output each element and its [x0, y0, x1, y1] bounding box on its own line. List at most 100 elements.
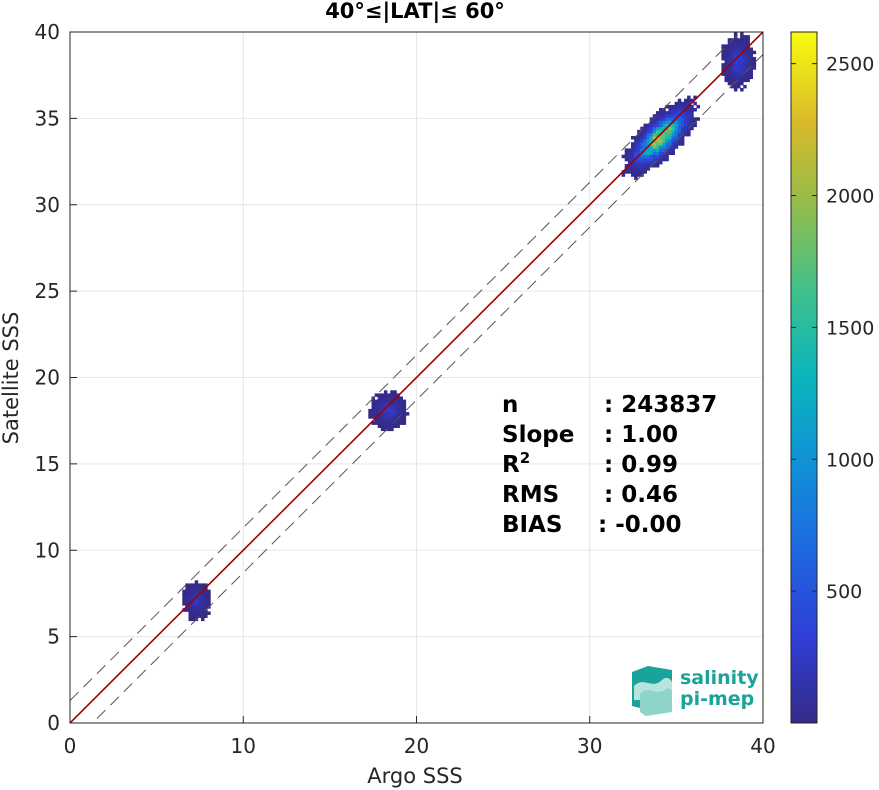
- density-cell: [380, 424, 385, 428]
- density-cell: [743, 78, 747, 83]
- density-cell: [730, 66, 735, 70]
- density-cell: [393, 393, 397, 397]
- density-cell: [668, 126, 672, 131]
- density-cell: [659, 108, 663, 112]
- density-cell: [662, 142, 666, 146]
- density-cell: [740, 38, 744, 42]
- colorbar-ticks: 500 1000 1500 2000 2500: [791, 54, 874, 603]
- density-cell: [652, 148, 657, 152]
- density-cell: [746, 35, 750, 39]
- density-cell: [396, 424, 400, 428]
- density-cell: [665, 142, 669, 146]
- density-cell: [727, 66, 732, 70]
- density-cell: [390, 396, 394, 400]
- density-cell: [197, 608, 202, 612]
- density-cell: [659, 126, 663, 131]
- density-cell: [399, 405, 403, 410]
- density-cell: [383, 418, 388, 422]
- density-cell: [674, 104, 679, 109]
- density-cell: [637, 173, 641, 177]
- density-cell: [655, 142, 660, 146]
- density-cell: [624, 164, 629, 168]
- density-cell: [634, 167, 638, 171]
- density-cell: [733, 63, 738, 67]
- density-cell: [637, 157, 641, 162]
- density-cell: [690, 114, 694, 118]
- density-cell: [652, 157, 657, 162]
- density-cell: [652, 123, 657, 128]
- density-cell: [662, 139, 666, 143]
- density-cell: [194, 586, 199, 590]
- density-cell: [737, 50, 741, 55]
- density-cell: [380, 427, 385, 432]
- density-cell: [746, 47, 750, 51]
- density-cell: [649, 151, 654, 155]
- density-cell: [396, 396, 400, 400]
- density-cell: [640, 139, 644, 143]
- density-cell: [204, 599, 208, 603]
- density-cell: [399, 396, 403, 400]
- y-axis-label: Satellite SSS: [0, 312, 23, 445]
- density-cell: [721, 50, 725, 55]
- density-cell: [684, 104, 688, 109]
- density-cell: [652, 145, 657, 149]
- density-cell: [680, 120, 685, 124]
- density-cell: [396, 421, 400, 425]
- density-cell: [740, 32, 744, 36]
- density-cell: [371, 408, 375, 413]
- density-cell: [668, 111, 672, 115]
- density-cell: [194, 614, 199, 618]
- density-cell: [387, 412, 391, 416]
- density-cell: [671, 114, 675, 118]
- density-cell: [746, 38, 750, 42]
- density-cell: [624, 148, 629, 152]
- density-cell: [668, 132, 672, 137]
- density-cell: [737, 84, 741, 89]
- density-cell: [687, 114, 691, 118]
- density-cell: [374, 393, 379, 397]
- density-cell: [194, 602, 199, 606]
- density-cell: [204, 611, 208, 615]
- density-cell: [659, 142, 663, 146]
- density-cell: [393, 408, 397, 413]
- density-cell: [649, 120, 654, 124]
- density-cell: [659, 139, 663, 143]
- density-cell: [655, 139, 660, 143]
- density-cell: [659, 111, 663, 115]
- density-cell: [743, 69, 747, 73]
- density-cell: [383, 402, 388, 407]
- density-cell: [634, 139, 638, 143]
- density-cell: [627, 167, 632, 171]
- density-cell: [393, 421, 397, 425]
- x-tick-label: 0: [64, 734, 77, 758]
- density-cell: [390, 415, 394, 419]
- stat-value: : 0.99: [604, 452, 678, 478]
- density-cell: [655, 126, 660, 131]
- density-cell: [631, 154, 635, 159]
- density-cell: [371, 412, 375, 416]
- density-cell: [627, 157, 632, 162]
- density-cell: [733, 78, 738, 83]
- density-cell: [368, 408, 372, 413]
- density-cell: [655, 148, 660, 152]
- density-cell: [690, 108, 694, 112]
- density-cell: [390, 405, 394, 410]
- density-cell: [749, 72, 753, 76]
- density-cell: [740, 81, 744, 86]
- density-cell: [749, 53, 753, 58]
- density-cell: [674, 123, 679, 128]
- density-cell: [640, 170, 644, 174]
- density-cell: [204, 602, 208, 606]
- density-cell: [380, 396, 385, 400]
- density-cell: [668, 129, 672, 134]
- density-cell: [743, 50, 747, 55]
- density-cell: [737, 66, 741, 70]
- density-cell: [724, 50, 728, 55]
- density-cell: [207, 592, 211, 597]
- density-cell: [665, 151, 669, 155]
- density-cell: [390, 408, 394, 413]
- density-cell: [188, 611, 192, 615]
- density-cell: [746, 78, 750, 83]
- density-cell: [743, 44, 747, 48]
- density-cell: [643, 151, 647, 155]
